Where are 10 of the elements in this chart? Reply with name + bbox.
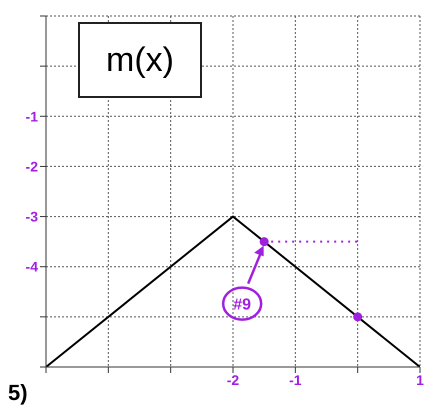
y-tick-label: -4 xyxy=(26,258,38,275)
text: m(x) xyxy=(78,22,202,98)
y-tick-label: -3 xyxy=(26,208,38,225)
annotation: #9 xyxy=(233,296,252,314)
y-tick-label: -1 xyxy=(26,108,38,124)
y-tick-label: -2 xyxy=(26,158,38,174)
x-tick-label: 1 xyxy=(416,372,424,388)
x-tick-label: -1 xyxy=(289,372,302,388)
x-tick-label: -2 xyxy=(226,372,240,388)
text: 5) xyxy=(8,380,28,406)
